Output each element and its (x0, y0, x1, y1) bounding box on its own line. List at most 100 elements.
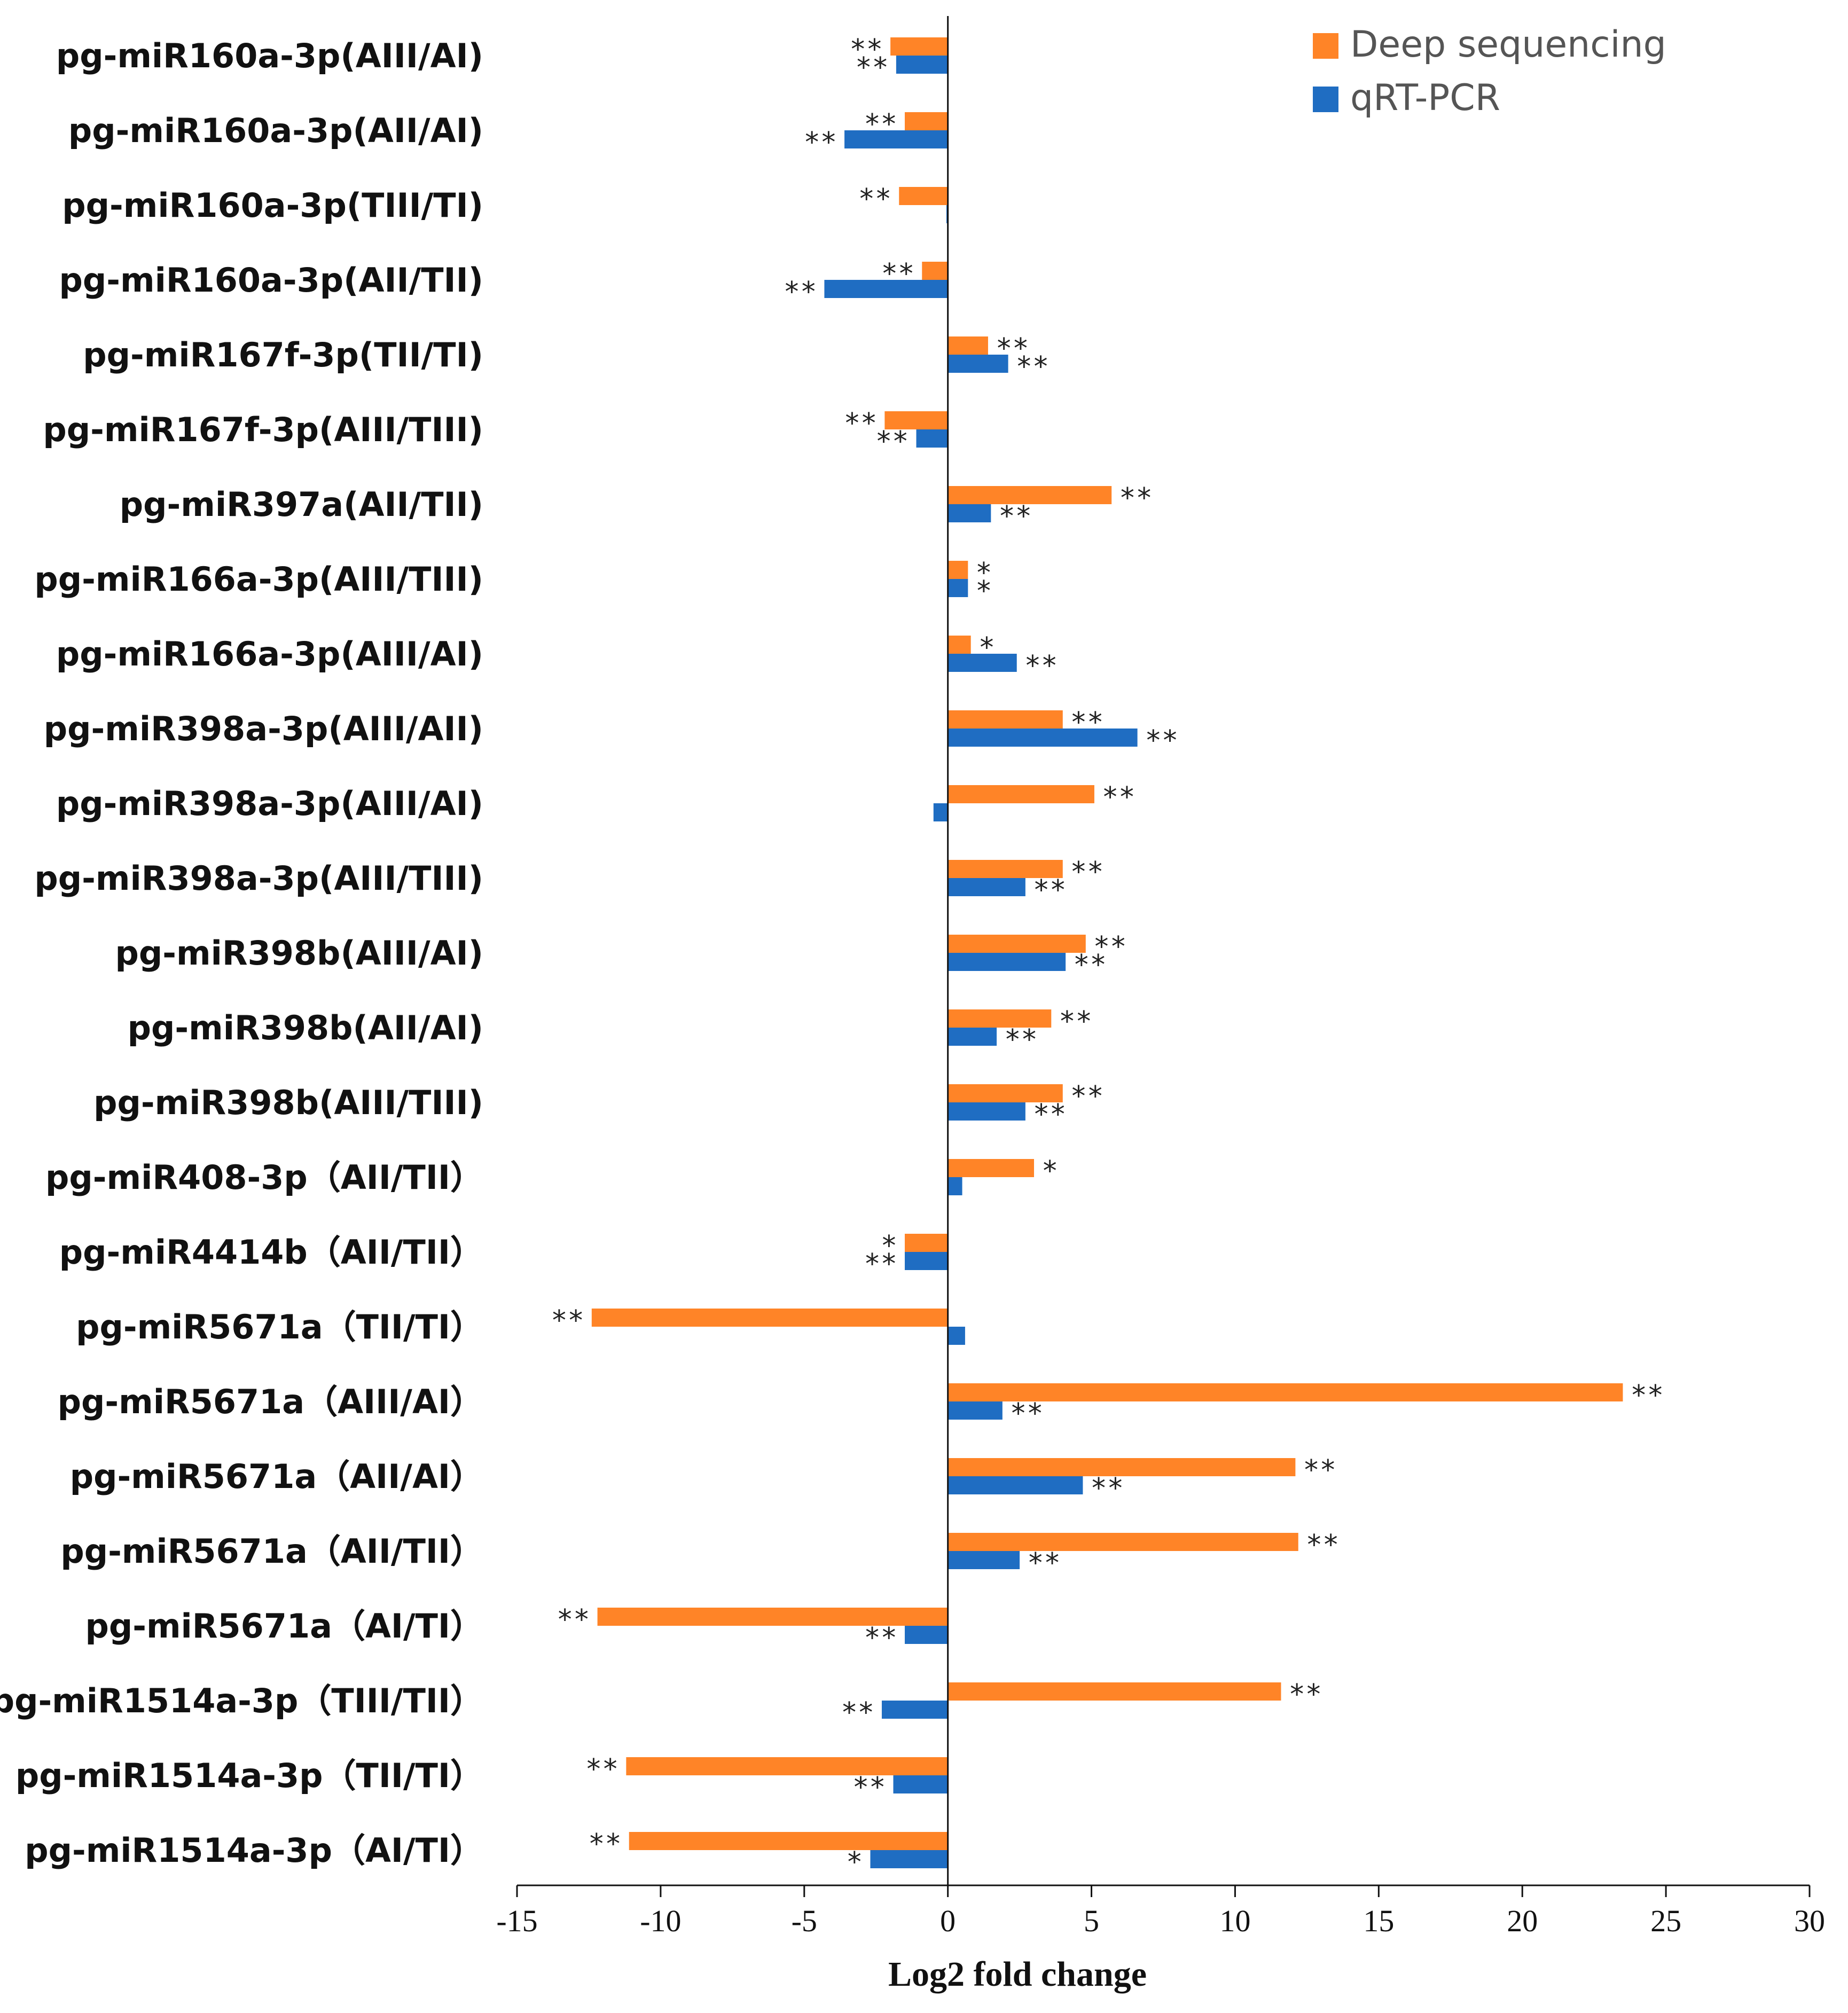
category-label-20: pg-miR5671a（AII/AI） (70, 1457, 483, 1496)
bar-qrt-pcr-17 (905, 1252, 948, 1270)
category-label-14: pg-miR398b(AII/AI) (128, 1008, 483, 1047)
x-tick-label-7: 15 (1363, 1904, 1394, 1938)
significance-qrt-pcr-23: ** (841, 1697, 874, 1729)
bar-qrt-pcr-24 (893, 1775, 948, 1793)
category-label-2: pg-miR160a-3p(AII/AI) (68, 111, 483, 150)
bar-qrt-pcr-10 (948, 729, 1138, 747)
category-label-6: pg-miR167f-3p(AIII/TIII) (43, 410, 483, 449)
bar-deep-sequencing-13 (948, 935, 1086, 953)
significance-deep-sequencing-23: ** (1288, 1679, 1322, 1711)
bar-qrt-pcr-9 (948, 654, 1017, 672)
category-label-24: pg-miR1514a-3p（TII/TI） (15, 1756, 483, 1795)
bar-deep-sequencing-16 (948, 1159, 1034, 1177)
bar-deep-sequencing-4 (922, 262, 948, 280)
category-label-21: pg-miR5671a（AII/TII） (60, 1532, 483, 1571)
significance-qrt-pcr-24: ** (852, 1772, 886, 1804)
x-tick-label-3: -5 (792, 1904, 817, 1938)
x-tick-label-4: 0 (940, 1904, 956, 1938)
bar-deep-sequencing-15 (948, 1084, 1063, 1102)
significance-qrt-pcr-21: ** (1027, 1547, 1061, 1579)
category-label-16: pg-miR408-3p（AII/TII） (45, 1158, 483, 1197)
significance-qrt-pcr-25: * (846, 1846, 863, 1878)
category-label-25: pg-miR1514a-3p（AI/TI） (25, 1831, 483, 1870)
significance-qrt-pcr-9: ** (1024, 650, 1058, 682)
bar-qrt-pcr-20 (948, 1476, 1083, 1494)
category-label-9: pg-miR166a-3p(AIII/AI) (56, 635, 483, 673)
significance-deep-sequencing-21: ** (1306, 1529, 1340, 1561)
significance-deep-sequencing-7: ** (1119, 482, 1153, 514)
bar-qrt-pcr-18 (948, 1327, 965, 1345)
significance-qrt-pcr-13: ** (1073, 949, 1107, 981)
significance-qrt-pcr-2: ** (803, 127, 837, 159)
legend-label-deep-sequencing: Deep sequencing (1350, 24, 1666, 66)
axes-layer: -15 -10 -5 0 5 10 15 20 25 30 (496, 16, 1825, 1938)
bar-qrt-pcr-12 (948, 878, 1025, 896)
significance-deep-sequencing-13: ** (1093, 931, 1127, 963)
category-label-12: pg-miR398a-3p(AIII/TIII) (34, 859, 483, 898)
bar-deep-sequencing-22 (597, 1608, 948, 1626)
x-tick-label-6: 10 (1219, 1904, 1250, 1938)
x-tick-label-1: -15 (496, 1904, 537, 1938)
significance-deep-sequencing-2: ** (864, 108, 897, 140)
significance-deep-sequencing-6: ** (844, 408, 878, 440)
bar-qrt-pcr-7 (948, 504, 991, 522)
legend-swatch-deep-sequencing (1313, 33, 1338, 59)
x-axis-title: Log2 fold change (888, 1955, 1147, 1994)
significance-qrt-pcr-22: ** (864, 1622, 897, 1654)
significance-deep-sequencing-24: ** (585, 1753, 619, 1785)
bar-deep-sequencing-12 (948, 860, 1063, 878)
legend-label-qrt-pcr: qRT-PCR (1350, 77, 1500, 119)
bar-qrt-pcr-4 (824, 280, 948, 298)
significance-deep-sequencing-22: ** (557, 1604, 590, 1636)
category-labels-layer: pg-miR160a-3p(AIII/AI) pg-miR160a-3p(AII/… (0, 36, 483, 1870)
bar-qrt-pcr-25 (870, 1850, 948, 1868)
bar-qrt-pcr-6 (916, 429, 948, 448)
bar-qrt-pcr-19 (948, 1401, 1003, 1420)
significance-deep-sequencing-5: ** (996, 333, 1029, 365)
significance-deep-sequencing-18: ** (551, 1305, 584, 1337)
significance-deep-sequencing-19: ** (1630, 1380, 1664, 1412)
category-label-11: pg-miR398a-3p(AIII/AI) (56, 784, 483, 823)
bar-deep-sequencing-3 (899, 187, 948, 205)
significance-deep-sequencing-8: * (975, 557, 992, 589)
significance-deep-sequencing-1: ** (849, 34, 883, 66)
bar-deep-sequencing-7 (948, 486, 1112, 504)
category-label-3: pg-miR160a-3p(TIII/TI) (62, 186, 483, 225)
significance-qrt-pcr-4: ** (784, 276, 817, 308)
bar-qrt-pcr-22 (905, 1626, 948, 1644)
bar-deep-sequencing-10 (948, 710, 1063, 729)
significance-qrt-pcr-10: ** (1145, 725, 1179, 757)
x-tick-label-8: 20 (1507, 1904, 1538, 1938)
bar-deep-sequencing-19 (948, 1383, 1623, 1401)
significance-qrt-pcr-14: ** (1004, 1024, 1038, 1056)
category-label-15: pg-miR398b(AIII/TIII) (93, 1083, 483, 1122)
significance-layer: ****************************************… (551, 34, 1664, 1878)
category-label-5: pg-miR167f-3p(TII/TI) (83, 335, 483, 374)
bar-deep-sequencing-5 (948, 336, 988, 355)
category-label-17: pg-miR4414b（AII/TII） (59, 1233, 483, 1272)
bar-deep-sequencing-24 (626, 1757, 948, 1775)
significance-deep-sequencing-17: * (881, 1230, 897, 1262)
bar-qrt-pcr-5 (948, 355, 1008, 373)
category-label-22: pg-miR5671a（AI/TI） (85, 1607, 483, 1646)
bar-deep-sequencing-17 (905, 1234, 948, 1252)
bar-deep-sequencing-23 (948, 1682, 1281, 1701)
bars-layer (591, 37, 1623, 1868)
bar-deep-sequencing-6 (884, 411, 948, 429)
significance-deep-sequencing-10: ** (1070, 707, 1104, 739)
category-label-4: pg-miR160a-3p(AII/TII) (59, 261, 483, 300)
bar-qrt-pcr-2 (844, 130, 948, 148)
bar-deep-sequencing-14 (948, 1009, 1052, 1028)
significance-deep-sequencing-3: ** (858, 183, 892, 215)
bar-qrt-pcr-11 (933, 803, 948, 821)
bar-qrt-pcr-1 (896, 56, 948, 74)
significance-deep-sequencing-25: ** (588, 1828, 622, 1860)
significance-qrt-pcr-8: * (975, 575, 992, 607)
category-label-1: pg-miR160a-3p(AIII/AI) (56, 36, 483, 75)
bar-deep-sequencing-18 (591, 1309, 948, 1327)
x-tick-label-9: 25 (1650, 1904, 1681, 1938)
significance-qrt-pcr-17: ** (864, 1248, 897, 1280)
bar-qrt-pcr-21 (948, 1551, 1020, 1569)
significance-deep-sequencing-4: ** (881, 258, 915, 290)
